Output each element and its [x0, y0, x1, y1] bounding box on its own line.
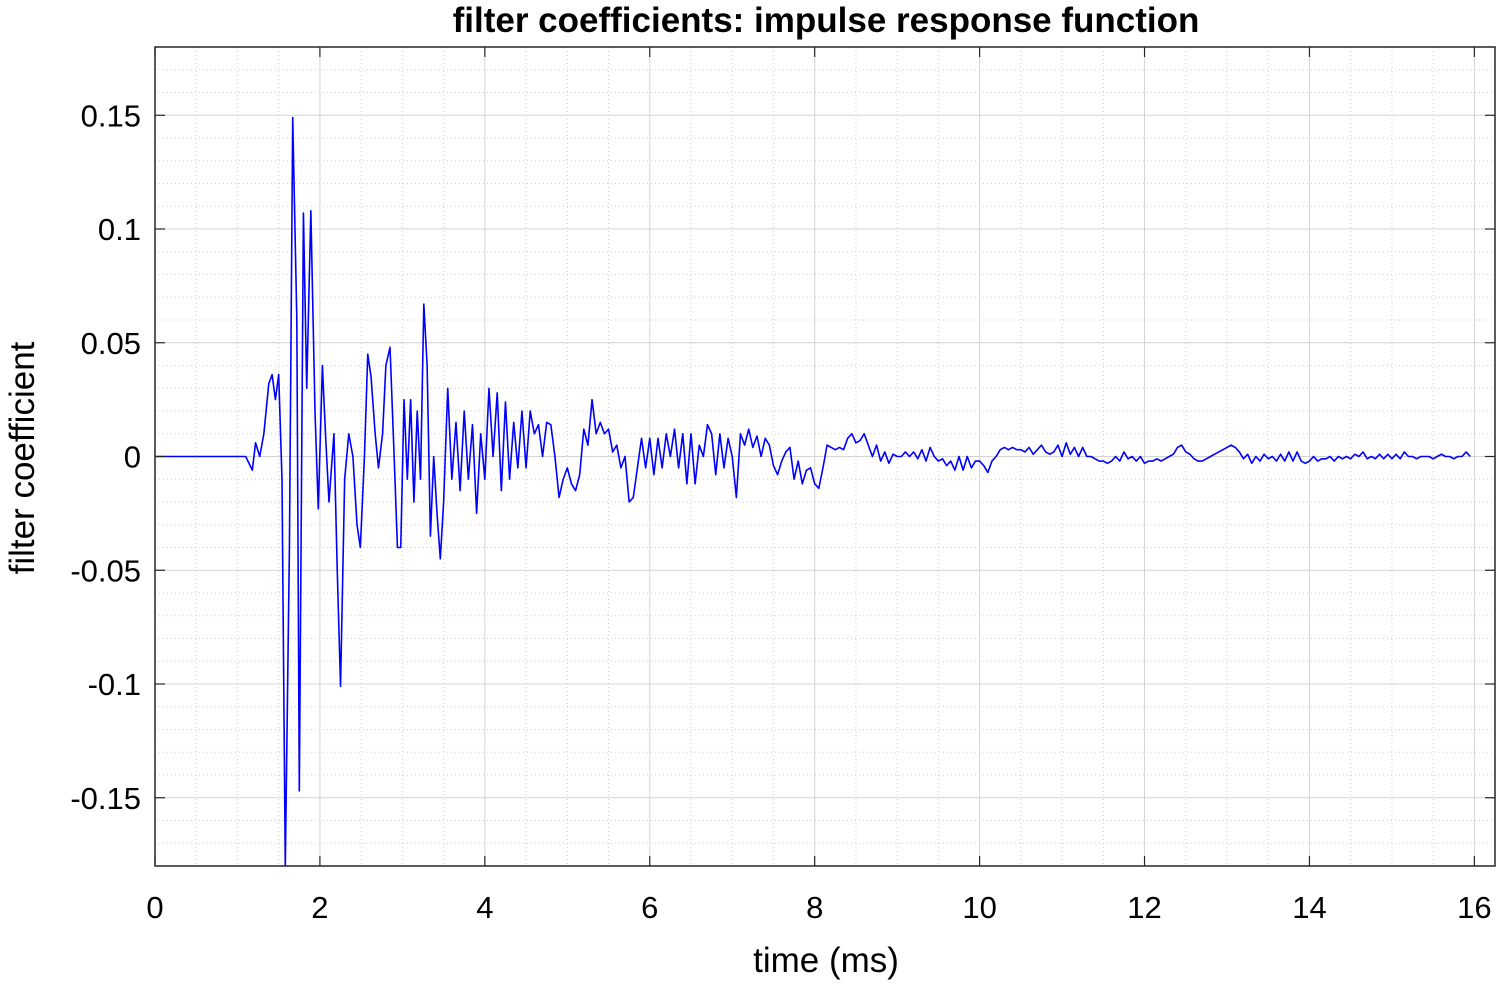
- x-tick-label: 0: [146, 890, 163, 925]
- x-tick-label: 12: [1127, 890, 1161, 925]
- x-tick-label: 10: [962, 890, 996, 925]
- y-tick-label: -0.05: [70, 553, 141, 588]
- y-axis: 0.15 0.1 0.05 0 -0.05 -0.1 -0.15: [70, 98, 1495, 816]
- chart-title: filter coefficients: impulse response fu…: [453, 1, 1200, 40]
- y-tick-label: 0.1: [98, 212, 141, 247]
- y-axis-label: filter coefficient: [3, 341, 42, 574]
- x-axis: 0 2 4 6 8 10 12 14 16: [146, 47, 1492, 925]
- minor-grid: [155, 46, 1495, 867]
- y-tick-label: -0.1: [88, 667, 141, 702]
- x-axis-label: time (ms): [753, 941, 899, 980]
- x-tick-label: 14: [1292, 890, 1326, 925]
- y-tick-label: -0.15: [70, 781, 141, 816]
- y-tick-label: 0: [124, 440, 141, 475]
- x-tick-label: 6: [641, 890, 658, 925]
- x-tick-label: 8: [806, 890, 823, 925]
- x-tick-label: 4: [476, 890, 493, 925]
- series-line: [155, 116, 1471, 866]
- series-layer: [155, 116, 1471, 866]
- y-tick-label: 0.15: [81, 98, 141, 133]
- x-tick-label: 2: [311, 890, 328, 925]
- y-tick-label: 0.05: [81, 326, 141, 361]
- x-tick-label: 16: [1457, 890, 1491, 925]
